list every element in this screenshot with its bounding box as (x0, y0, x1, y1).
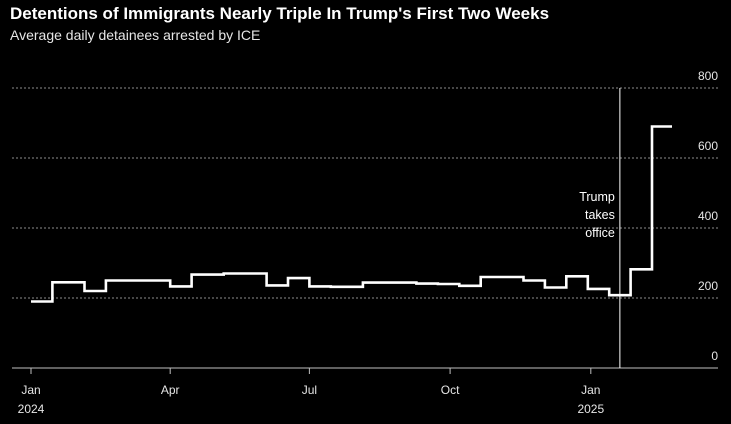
y-tick-label: 600 (698, 139, 718, 153)
x-tick-label: Jan (581, 383, 600, 397)
annotation-text: office (585, 226, 615, 240)
x-tick-label: Oct (441, 383, 460, 397)
series-line-0 (31, 125, 672, 303)
x-tick-year-label: 2024 (18, 402, 45, 416)
x-tick-year-label: 2025 (577, 402, 604, 416)
x-tick-label: Jan (21, 383, 40, 397)
chart-title: Detentions of Immigrants Nearly Triple I… (10, 4, 550, 23)
y-tick-label: 800 (698, 69, 718, 83)
y-tick-label: 200 (698, 279, 718, 293)
y-tick-label: 0 (711, 349, 718, 363)
annotation-text: Trump (579, 190, 615, 204)
x-tick-label: Apr (161, 383, 180, 397)
x-tick-label: Jul (302, 383, 317, 397)
annotation-text: takes (585, 208, 615, 222)
chart-subtitle: Average daily detainees arrested by ICE (10, 27, 261, 43)
y-tick-label: 400 (698, 209, 718, 223)
